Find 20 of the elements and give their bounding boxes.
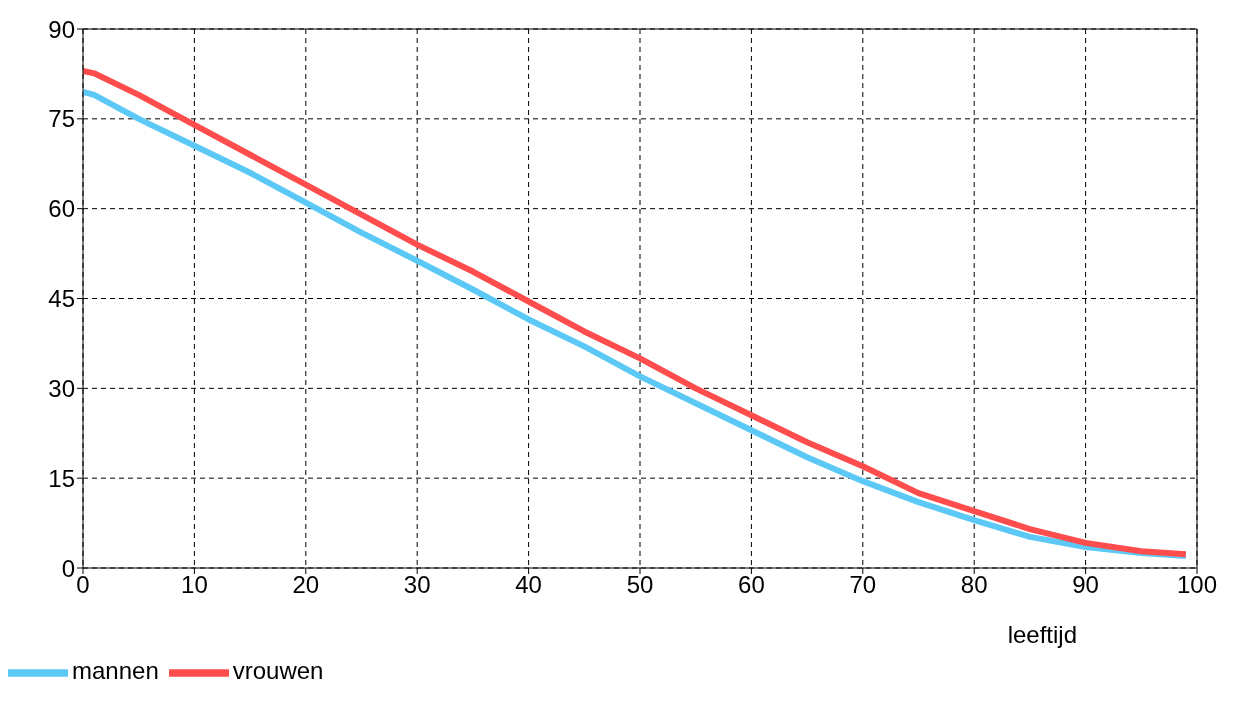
y-tick-label: 90 (48, 15, 75, 43)
y-tick-label: 45 (48, 285, 75, 313)
x-tick-label: 10 (181, 571, 208, 599)
x-axis-title: leeftijd (1007, 621, 1077, 648)
x-tick-label: 60 (738, 571, 765, 599)
x-tick-label: 30 (403, 571, 431, 599)
y-tick-label: 15 (48, 464, 75, 492)
legend-label: vrouwen (232, 657, 324, 685)
y-tick-label: 75 (48, 105, 75, 133)
y-tick-label: 30 (48, 374, 75, 402)
x-tick-label: 40 (515, 571, 542, 599)
x-tick-label: 100 (1176, 571, 1218, 599)
x-tick-label: 90 (1072, 571, 1099, 599)
y-tick-label: 0 (61, 554, 75, 582)
x-tick-label: 50 (626, 571, 654, 599)
y-tick-label: 60 (48, 195, 75, 223)
x-tick-label: 80 (960, 571, 988, 599)
x-tick-label: 70 (849, 571, 877, 599)
x-tick-label: 20 (292, 571, 320, 599)
legend-label: mannen (72, 657, 159, 685)
